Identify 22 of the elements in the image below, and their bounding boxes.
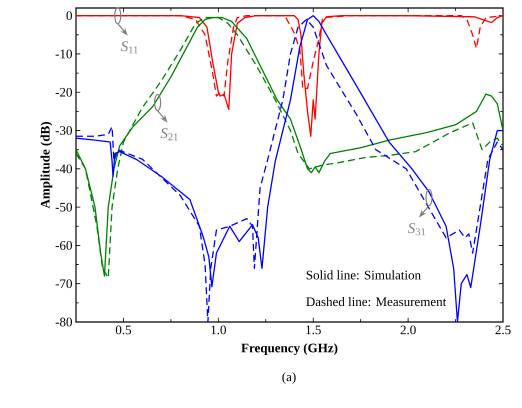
y-tick-label: -10 (56, 50, 72, 58)
y-tick-label: 0 (66, 11, 72, 20)
y-axis-title: Amplitude (dB) (40, 122, 52, 208)
annotation: Solid line: Simulation (306, 270, 421, 280)
y-tick-label: -40 (56, 164, 72, 174)
x-tick-label: 0.5 (116, 326, 132, 334)
y-tick-label: -30 (56, 126, 72, 135)
text: (a) (282, 372, 296, 384)
x-axis-title: Frequency (GHz) (241, 343, 338, 356)
y-tick-label: -20 (56, 88, 72, 97)
y-tick-label: -50 (56, 202, 72, 212)
annotation: S$_{21}$ (160, 128, 178, 140)
x-tick-label: 2.5 (495, 326, 511, 334)
annotation: Dashed line: Measurement (306, 296, 446, 306)
annotation: S$_{31}$ (408, 223, 426, 236)
y-tick-label: -60 (56, 241, 72, 250)
y-tick-label: -80 (56, 318, 72, 326)
x-tick-label: 2.0 (400, 326, 416, 334)
x-tick-label: 1.0 (211, 326, 226, 334)
annotation: S$_{11}$ (120, 41, 138, 54)
x-tick-label: 1.5 (306, 326, 321, 334)
y-tick-label: -70 (56, 279, 72, 288)
